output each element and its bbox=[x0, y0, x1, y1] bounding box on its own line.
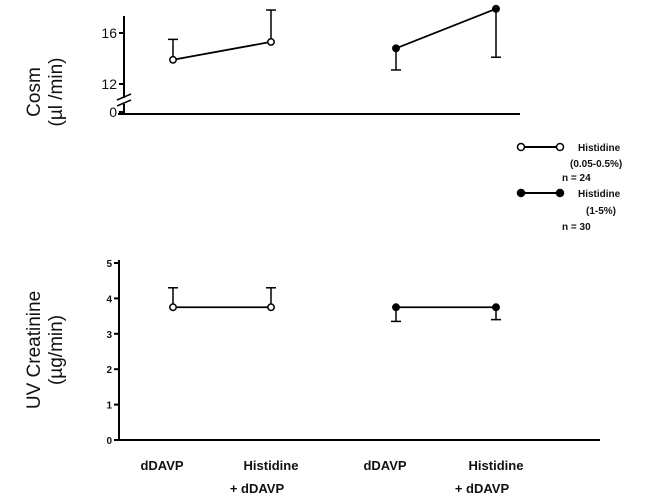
bottom-ytick-label-0: 0 bbox=[106, 436, 112, 447]
top-series-1-line bbox=[395, 7, 497, 50]
legend-n-2: n = 30 bbox=[562, 222, 591, 233]
top-ytick-label-12: 12 bbox=[101, 76, 117, 92]
legend-sub-1: (0.05-0.5%) bbox=[570, 159, 622, 170]
category-label-3-line2: + dDAVP bbox=[455, 481, 510, 496]
top-ylabel-line1: Cosm bbox=[24, 67, 45, 117]
legend-sub-2: (1-5%) bbox=[586, 206, 616, 217]
category-label-3-line1: Histidine bbox=[469, 458, 524, 473]
legend-marker-filled-end bbox=[555, 188, 565, 198]
bottom-ylabel-line1: UV Creatinine bbox=[24, 291, 45, 409]
top-series-0-point-1 bbox=[267, 37, 275, 46]
legend: Histidine (0.05-0.5%) n = 24 Histidine (… bbox=[516, 142, 622, 233]
bottom-series-0-point-0 bbox=[169, 303, 177, 312]
legend-label-1: Histidine bbox=[578, 143, 621, 154]
top-axis-break-mark bbox=[116, 93, 132, 107]
category-label-1-line2: + dDAVP bbox=[230, 481, 285, 496]
legend-marker-open bbox=[516, 142, 526, 152]
top-ylabel-line2: (µl /min) bbox=[46, 58, 67, 127]
top-series-1-point-0 bbox=[392, 44, 400, 53]
bottom-ytick-label-2: 2 bbox=[106, 365, 112, 376]
top-series-0-line bbox=[172, 41, 272, 61]
top-panel: Cosm (µl /min) 0 12 16 bbox=[24, 4, 520, 127]
bottom-ylabel-line2: (µg/min) bbox=[46, 315, 67, 385]
bottom-series-1-point-0 bbox=[392, 303, 400, 312]
bottom-panel: UV Creatinine (µg/min) 0 1 2 3 4 5 bbox=[24, 259, 600, 447]
legend-n-1: n = 24 bbox=[562, 173, 591, 184]
category-label-2-line1: dDAVP bbox=[363, 458, 406, 473]
top-series-1-point-1 bbox=[492, 4, 500, 13]
legend-label-2: Histidine bbox=[578, 189, 621, 200]
legend-marker-filled bbox=[516, 188, 526, 198]
category-labels: dDAVP Histidine + dDAVP dDAVP Histidine + dDA… bbox=[140, 458, 523, 496]
bottom-series-1-point-1 bbox=[492, 303, 500, 312]
bottom-ytick-label-1: 1 bbox=[106, 401, 112, 412]
top-ytick-label-0: 0 bbox=[109, 104, 117, 120]
bottom-series-0-point-1 bbox=[267, 303, 275, 312]
legend-marker-open-end bbox=[555, 142, 565, 152]
category-label-1-line1: Histidine bbox=[244, 458, 299, 473]
bottom-ytick-label-4: 4 bbox=[106, 294, 112, 305]
top-ytick-label-16: 16 bbox=[101, 25, 117, 41]
bottom-ytick-label-3: 3 bbox=[106, 330, 112, 341]
category-label-0-line1: dDAVP bbox=[140, 458, 183, 473]
top-series-0-point-0 bbox=[169, 55, 177, 64]
bottom-ytick-label-5: 5 bbox=[106, 259, 112, 270]
